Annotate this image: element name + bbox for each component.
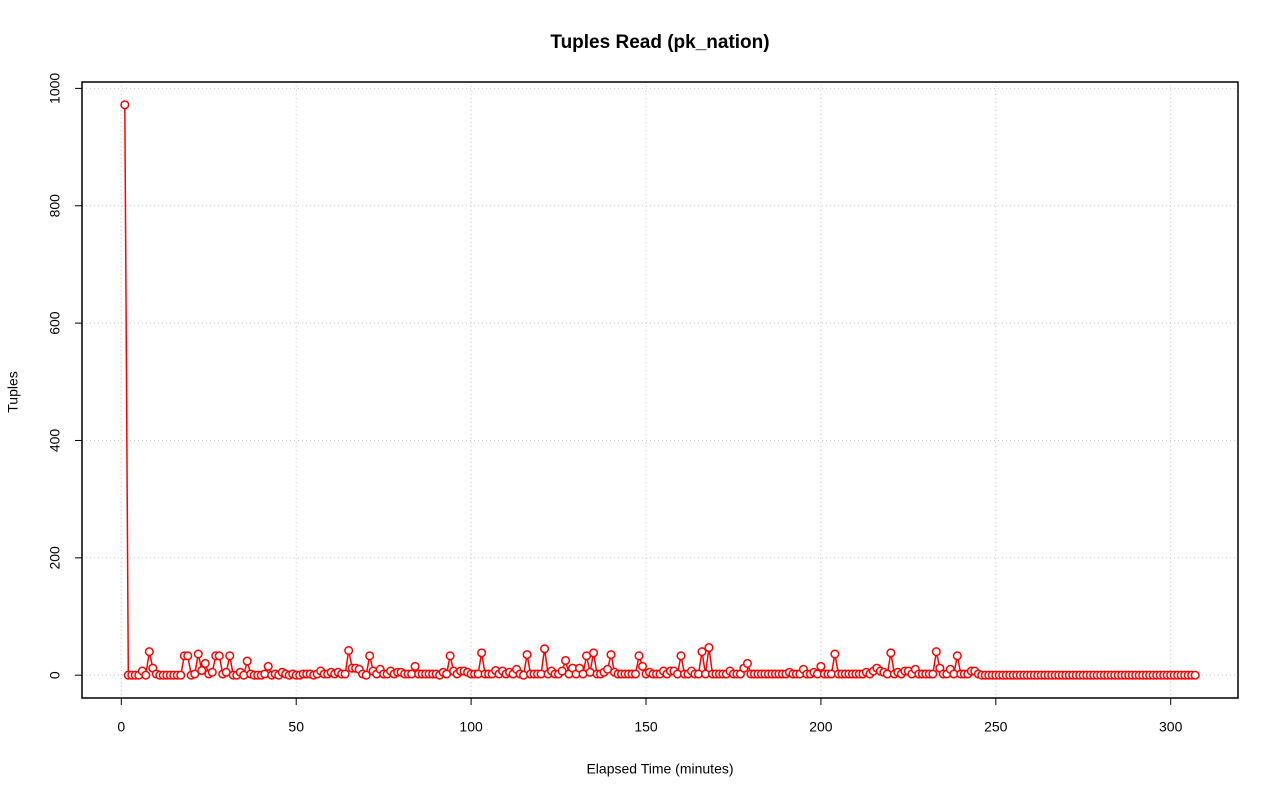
- data-point: [931, 647, 941, 657]
- data-point: [176, 670, 186, 680]
- chart-title: Tuples Read (pk_nation): [550, 32, 769, 53]
- data-point: [637, 661, 648, 671]
- x-tick-label: 0: [117, 719, 125, 735]
- data-point: [361, 670, 371, 680]
- data-point: [952, 651, 962, 661]
- data-point: [214, 651, 224, 661]
- data-point: [830, 649, 840, 659]
- data-point: [606, 650, 616, 660]
- x-tick-label: 200: [809, 719, 833, 735]
- data-point: [697, 647, 707, 657]
- data-point: [540, 644, 550, 654]
- x-tick-label: 100: [459, 719, 483, 735]
- y-tick-label: 600: [47, 311, 63, 335]
- data-point: [197, 665, 207, 676]
- x-tick-label: 150: [634, 719, 658, 735]
- data-point: [928, 669, 938, 679]
- data-point: [634, 651, 644, 661]
- data-point: [225, 651, 235, 661]
- x-tick-label: 50: [288, 719, 304, 735]
- data-point: [816, 661, 826, 671]
- data-point: [340, 669, 350, 679]
- data-line: [124, 104, 1196, 677]
- data-point: [120, 100, 130, 110]
- data-point: [207, 667, 217, 677]
- data-point: [1190, 670, 1200, 680]
- data-point: [704, 643, 714, 653]
- data-point: [190, 669, 200, 679]
- data-point: [144, 647, 154, 657]
- y-tick-label: 200: [47, 546, 63, 570]
- y-tick-label: 0: [47, 671, 63, 679]
- y-tick-label: 800: [47, 194, 63, 218]
- y-tick-label: 400: [47, 429, 63, 453]
- data-point: [410, 661, 420, 671]
- data-point: [561, 655, 571, 666]
- data-point: [242, 656, 252, 666]
- data-point: [477, 648, 487, 658]
- data-point: [365, 651, 375, 661]
- data-point: [141, 670, 151, 680]
- data-point: [183, 651, 193, 661]
- data-point: [676, 651, 686, 661]
- data-point: [630, 669, 641, 679]
- data-point: [445, 651, 455, 661]
- y-tick-label: 1000: [47, 73, 63, 104]
- data-point: [200, 658, 210, 668]
- x-tick-label: 300: [1159, 719, 1183, 735]
- y-axis-label: Tuples: [5, 371, 21, 413]
- data-point: [742, 658, 752, 668]
- x-tick-label: 250: [984, 719, 1008, 735]
- x-axis-label: Elapsed Time (minutes): [586, 761, 733, 777]
- plot-frame: [81, 81, 1239, 699]
- data-point: [588, 648, 599, 658]
- data-point: [263, 661, 273, 671]
- data-point: [344, 645, 354, 656]
- data-point: [193, 649, 203, 659]
- data-point: [886, 648, 896, 658]
- data-point: [522, 650, 532, 660]
